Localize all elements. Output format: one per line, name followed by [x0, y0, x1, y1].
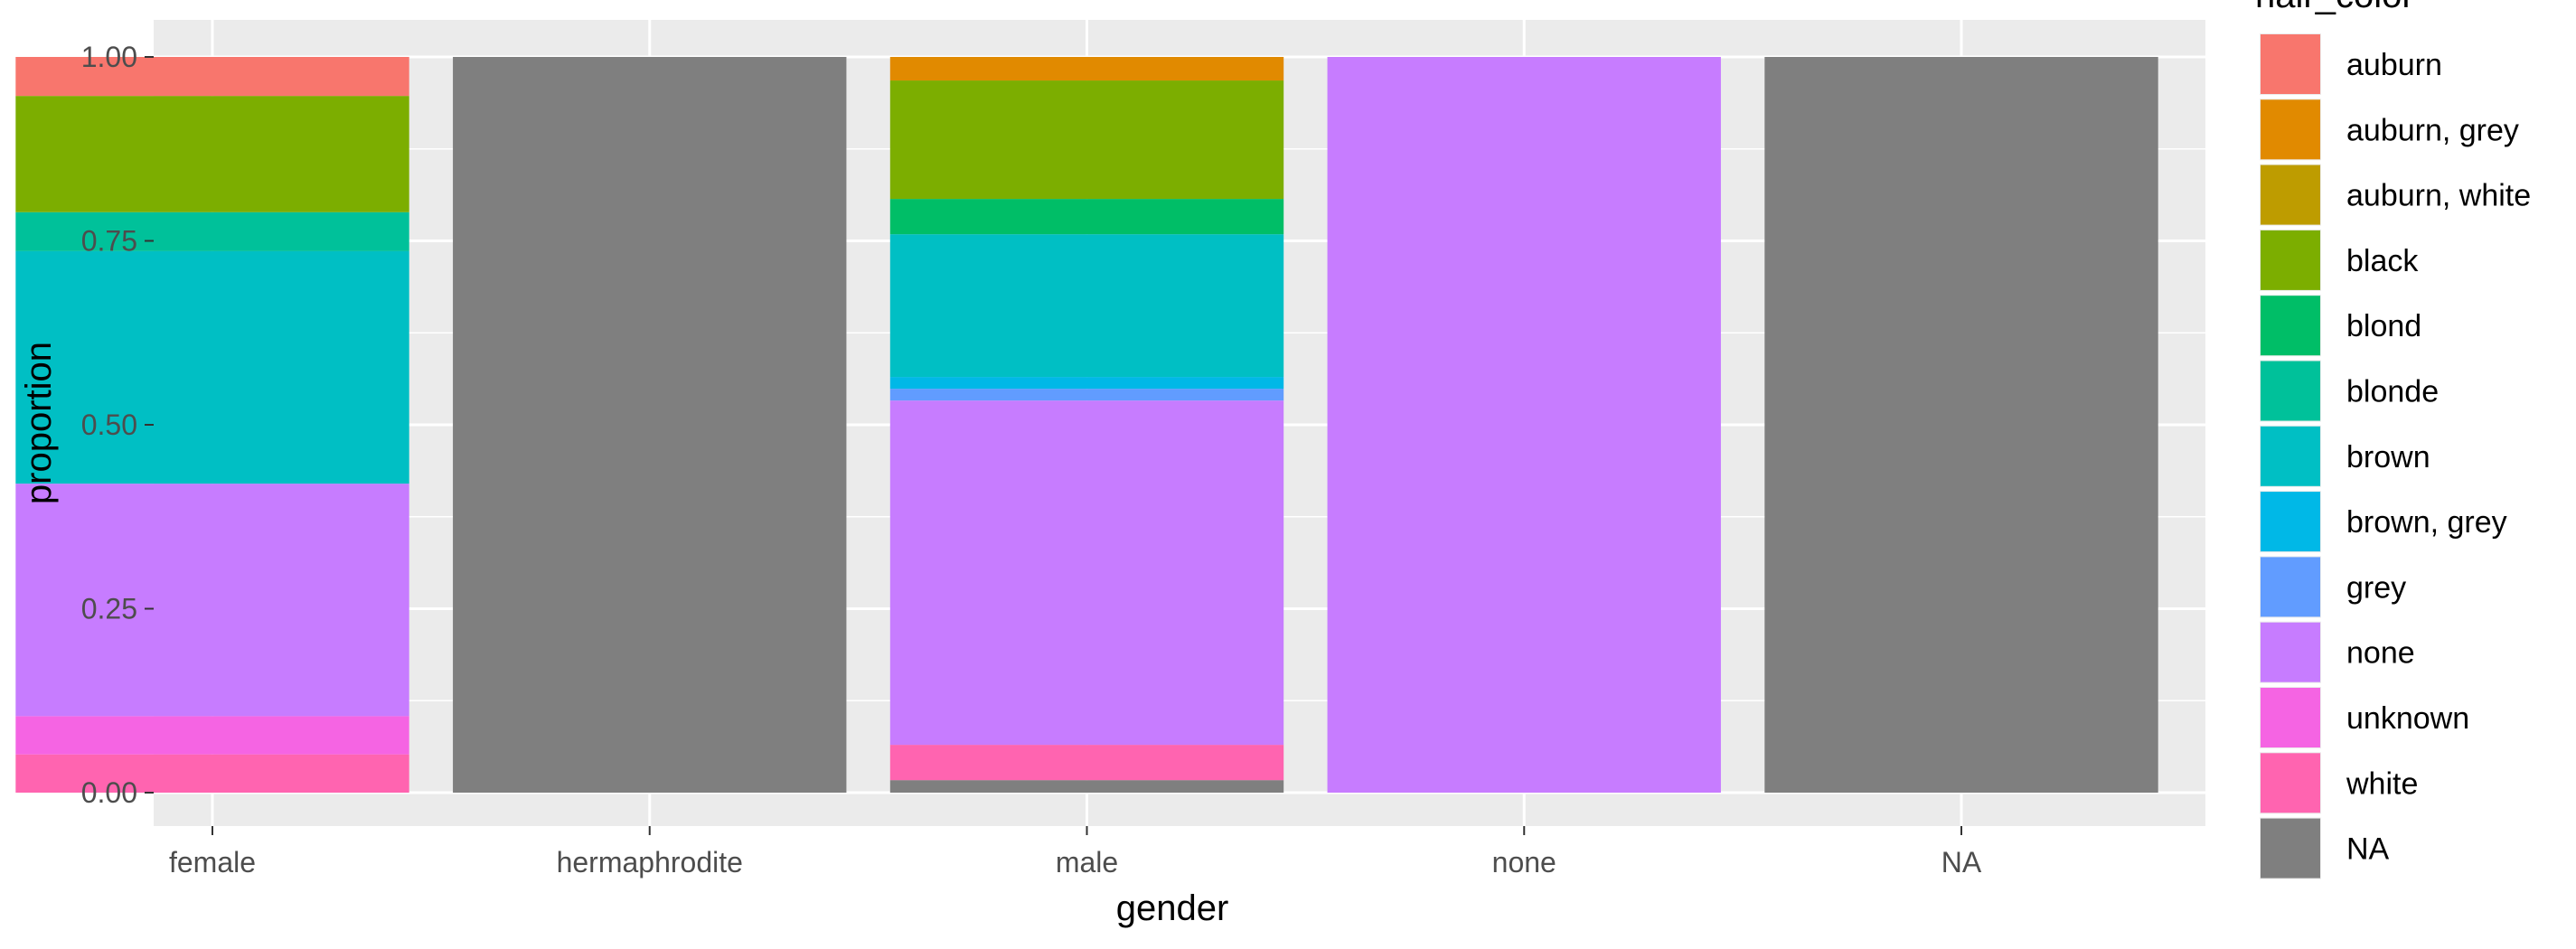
x-tick-label: NA	[1941, 846, 1982, 879]
bars	[15, 57, 2158, 793]
legend-swatch	[2261, 557, 2320, 617]
legend-label: grey	[2346, 570, 2406, 605]
bar-segment	[889, 234, 1284, 378]
bar-segment	[15, 57, 409, 97]
bar-segment	[15, 96, 409, 212]
legend-swatch	[2261, 99, 2320, 160]
bar-segment	[889, 80, 1284, 200]
legend-swatch	[2261, 818, 2320, 879]
legend-swatch	[2261, 34, 2320, 94]
x-tick-label: hermaphrodite	[557, 846, 743, 879]
y-tick-label: 0.25	[81, 593, 137, 625]
legend-label: auburn, grey	[2346, 113, 2519, 147]
y-tick-label: 1.00	[81, 41, 137, 73]
bar-segment	[15, 754, 409, 793]
legend-swatch	[2261, 296, 2320, 356]
x-axis-title: gender	[1116, 888, 1229, 928]
legend-label: blonde	[2346, 375, 2439, 409]
legend-label: auburn, white	[2346, 179, 2531, 213]
bar-segment	[889, 199, 1284, 235]
legend-swatch	[2261, 230, 2320, 290]
legend-swatch	[2261, 622, 2320, 682]
legend-swatch	[2261, 361, 2320, 421]
bar-segment	[453, 57, 847, 793]
y-tick-label: 0.75	[81, 225, 137, 258]
legend-label: auburn	[2346, 48, 2442, 82]
bar-segment	[15, 716, 409, 755]
y-tick-label: 0.50	[81, 409, 137, 441]
y-axis-title: proportion	[19, 342, 59, 504]
legend-label: brown, grey	[2346, 505, 2507, 540]
legend: hair_color auburn auburn, grey auburn, whi…	[2255, 0, 2531, 879]
y-tick-label: 0.00	[81, 776, 137, 809]
x-tick-label: male	[1056, 846, 1118, 879]
legend-label: brown	[2346, 440, 2430, 474]
legend-swatch	[2261, 492, 2320, 552]
bar-segment	[889, 377, 1284, 390]
legend-swatch	[2261, 688, 2320, 747]
bar-segment	[889, 400, 1284, 746]
legend-swatch	[2261, 753, 2320, 813]
bar-segment	[889, 389, 1284, 401]
bar-segment	[15, 250, 409, 484]
y-axis: 0.00 0.25 0.50 0.75 1.00	[81, 41, 154, 809]
legend-label: NA	[2346, 832, 2390, 867]
legend-label: white	[2346, 766, 2418, 801]
bar-segment	[889, 780, 1284, 793]
bar-segment	[1764, 57, 2158, 793]
legend-swatch	[2261, 164, 2320, 225]
legend-title: hair_color	[2255, 0, 2414, 15]
bar-segment	[889, 57, 1284, 81]
legend-label: black	[2346, 244, 2419, 278]
legend-label: unknown	[2346, 701, 2469, 736]
x-tick-label: female	[169, 846, 256, 879]
bar-segment	[1327, 57, 1721, 793]
x-axis: female hermaphrodite male none NA	[169, 826, 1982, 879]
bar-segment	[889, 745, 1284, 781]
bar-segment	[15, 211, 409, 251]
legend-label: none	[2346, 636, 2415, 671]
x-tick-label: none	[1492, 846, 1556, 879]
legend-swatch	[2261, 426, 2320, 486]
bar-segment	[15, 484, 409, 717]
legend-label: blond	[2346, 309, 2421, 343]
